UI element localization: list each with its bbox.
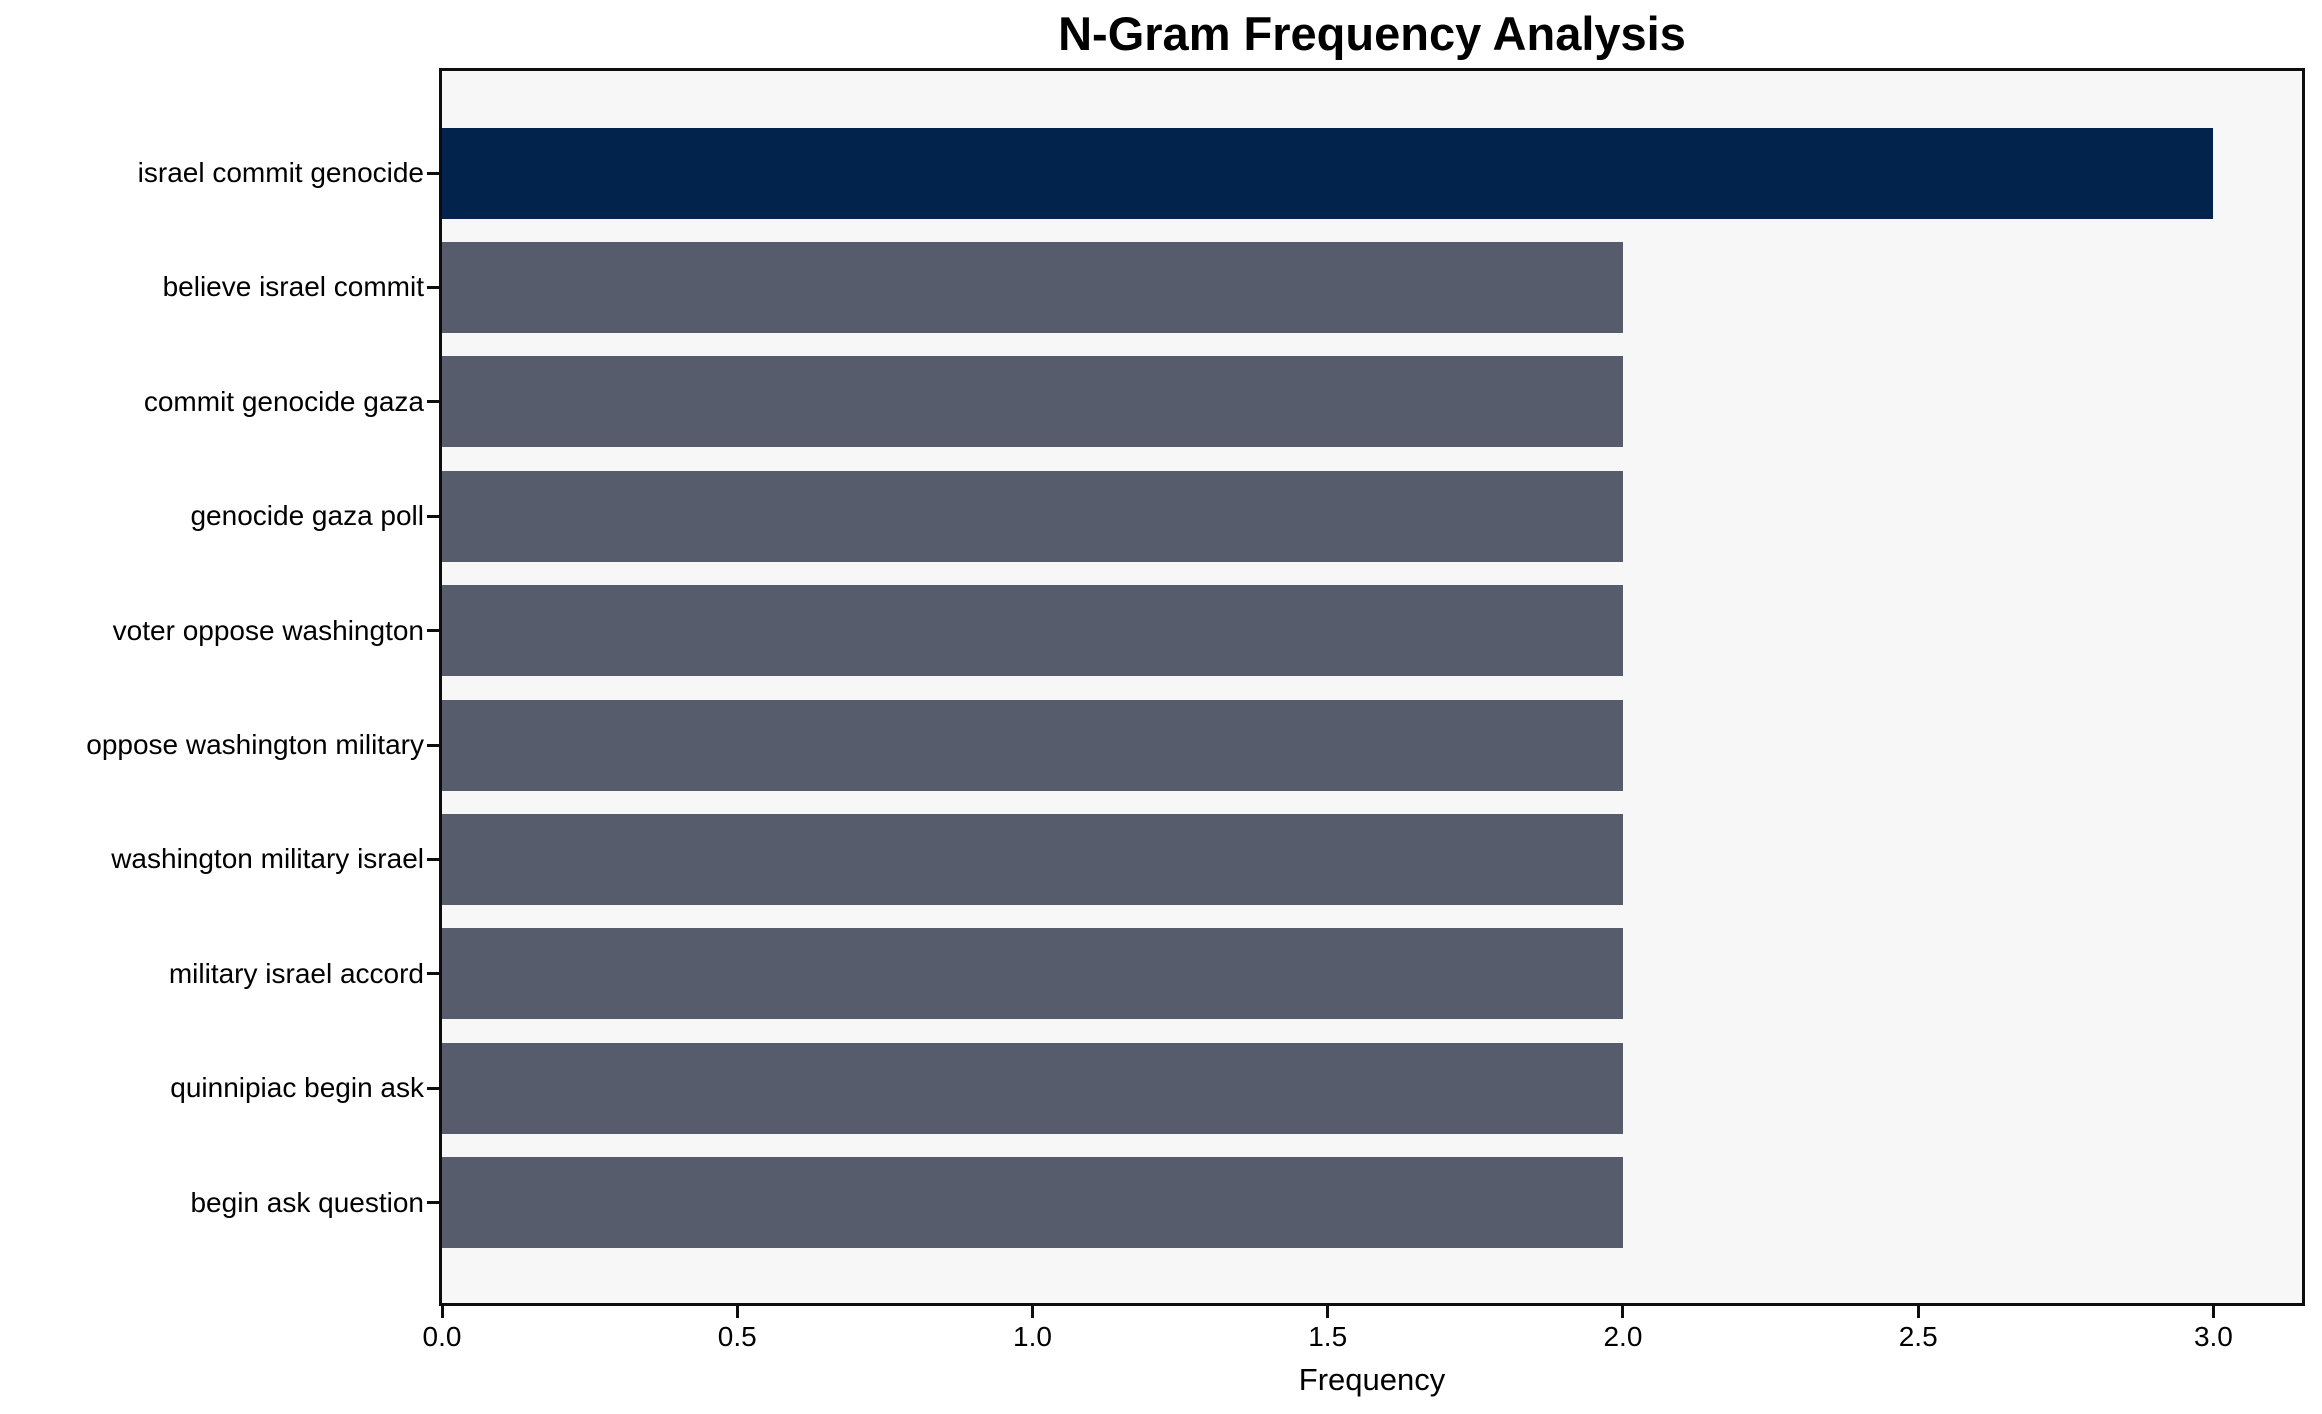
y-tick-mark xyxy=(427,400,439,404)
y-tick-label: commit genocide gaza xyxy=(143,385,424,417)
y-tick-label: military israel accord xyxy=(168,957,424,989)
x-tick-mark xyxy=(735,1306,739,1318)
x-tick-mark xyxy=(440,1306,444,1318)
y-tick-mark xyxy=(427,743,439,747)
y-tick-label: oppose washington military xyxy=(86,729,424,760)
bar-genocide-gaza-poll xyxy=(442,470,1623,562)
bar-voter-oppose-washington xyxy=(442,585,1623,677)
y-tick-mark xyxy=(427,1086,439,1090)
x-tick-label: 0.5 xyxy=(717,1321,757,1352)
x-tick-label: 1.5 xyxy=(1308,1321,1348,1352)
x-tick-label: 0.0 xyxy=(422,1321,462,1352)
bar-oppose-washington-military xyxy=(442,699,1623,791)
chart-title: N-Gram Frequency Analysis xyxy=(1058,7,1686,60)
y-tick-mark xyxy=(427,285,439,289)
bar-commit-genocide-gaza xyxy=(442,356,1623,448)
x-tick-label: 1.0 xyxy=(1013,1321,1052,1352)
bar-believe-israel-commit xyxy=(442,241,1623,333)
x-tick-mark xyxy=(1326,1306,1330,1318)
y-tick-label: washington military israel xyxy=(111,843,424,875)
x-tick-mark xyxy=(1030,1306,1034,1318)
bar-quinnipiac-begin-ask xyxy=(442,1042,1623,1134)
y-tick-label: begin ask question xyxy=(190,1186,424,1218)
x-tick-mark xyxy=(1916,1306,1920,1318)
y-tick-mark xyxy=(427,972,439,976)
x-tick-label: 2.5 xyxy=(1898,1321,1938,1352)
bar-military-israel-accord xyxy=(442,928,1623,1020)
y-tick-label: believe israel commit xyxy=(162,271,424,303)
y-tick-mark xyxy=(427,514,439,518)
y-tick-mark xyxy=(427,171,439,175)
x-tick-mark xyxy=(2211,1306,2215,1318)
bar-israel-commit-genocide xyxy=(442,127,2214,219)
y-tick-mark xyxy=(427,629,439,633)
bar-begin-ask-question xyxy=(442,1157,1623,1249)
y-tick-label: genocide gaza poll xyxy=(190,500,424,532)
x-axis-label: Frequency xyxy=(1298,1362,1446,1397)
x-tick-label: 2.0 xyxy=(1603,1321,1643,1352)
y-tick-mark xyxy=(427,1201,439,1205)
plot-area xyxy=(439,68,2305,1306)
y-tick-mark xyxy=(427,857,439,861)
y-tick-label: quinnipiac begin ask xyxy=(170,1072,424,1104)
bar-washington-military-israel xyxy=(442,813,1623,905)
x-tick-label: 3.0 xyxy=(2193,1321,2233,1352)
x-tick-mark xyxy=(1621,1306,1625,1318)
y-tick-label: israel commit genocide xyxy=(137,157,424,188)
y-tick-label: voter oppose washington xyxy=(112,614,424,646)
